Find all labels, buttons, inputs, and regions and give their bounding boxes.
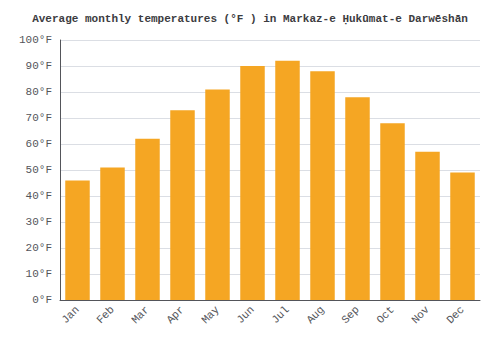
svg-text:90°F: 90°F xyxy=(26,60,52,72)
svg-text:Jan: Jan xyxy=(59,304,81,326)
svg-text:Mar: Mar xyxy=(129,304,151,326)
svg-text:Jul: Jul xyxy=(269,304,291,326)
svg-text:Average monthly temperatures (: Average monthly temperatures (°F ) in Ma… xyxy=(32,13,468,25)
svg-text:Sep: Sep xyxy=(339,304,361,326)
svg-text:80°F: 80°F xyxy=(26,86,52,98)
svg-text:0°F: 0°F xyxy=(32,294,52,306)
svg-text:Dec: Dec xyxy=(444,304,466,326)
svg-text:20°F: 20°F xyxy=(26,242,52,254)
svg-text:60°F: 60°F xyxy=(26,138,52,150)
svg-text:10°F: 10°F xyxy=(26,268,52,280)
svg-text:100°F: 100°F xyxy=(19,34,52,46)
svg-text:Oct: Oct xyxy=(374,304,396,326)
svg-text:30°F: 30°F xyxy=(26,216,52,228)
svg-text:Aug: Aug xyxy=(304,304,326,326)
svg-text:Nov: Nov xyxy=(409,303,432,326)
svg-text:Feb: Feb xyxy=(94,304,116,326)
svg-text:Jun: Jun xyxy=(234,304,256,326)
svg-text:50°F: 50°F xyxy=(26,164,52,176)
svg-text:May: May xyxy=(199,303,222,326)
svg-text:Apr: Apr xyxy=(164,304,186,326)
svg-text:70°F: 70°F xyxy=(26,112,52,124)
svg-text:40°F: 40°F xyxy=(26,190,52,202)
